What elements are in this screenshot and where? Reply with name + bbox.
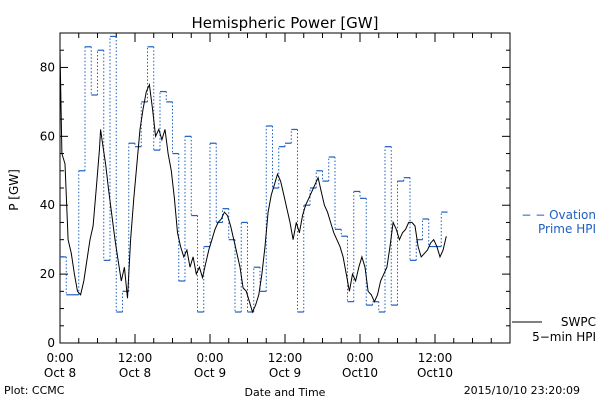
legend-swpc-line1: SWPC (561, 315, 596, 329)
legend-ovation-line1: − − Ovation (521, 208, 596, 222)
legend-ovation-line2: Prime HPI (538, 222, 596, 236)
y-tick-label: 0 (47, 336, 55, 350)
footer-plot-source: Plot: CCMC (4, 384, 65, 397)
x-tick-label-date: Oct10 (342, 366, 378, 380)
series-ovation-prime-hpi (60, 35, 448, 313)
x-tick-label-date: Oct 8 (44, 366, 76, 380)
y-axis: 0 20 40 60 80 (40, 32, 510, 350)
legend-swpc-line2: 5−min HPI (532, 330, 596, 344)
x-tick-label-date: Oct 9 (269, 366, 301, 380)
x-tick-label-time: 12:00 (268, 351, 303, 365)
series-swpc-5min-hpi (59, 50, 447, 314)
footer-timestamp: 2015/10/10 23:20:09 (463, 384, 580, 397)
x-tick-label-date: Oct 9 (194, 366, 226, 380)
x-tick-label-time: 0:00 (47, 351, 74, 365)
y-axis-label: P [GW] (7, 169, 21, 211)
x-axis-label: Date and Time (245, 386, 326, 399)
swpc-line (59, 50, 447, 314)
chart-title: Hemispheric Power [GW] (192, 14, 379, 32)
y-tick-label: 60 (40, 129, 55, 143)
x-tick-label-time: 0:00 (197, 351, 224, 365)
x-tick-label-time: 0:00 (347, 351, 374, 365)
x-tick-label-date: Oct10 (417, 366, 453, 380)
x-tick-label-time: 12:00 (118, 351, 153, 365)
x-tick-label-date: Oct 8 (119, 366, 151, 380)
y-tick-label: 80 (40, 60, 55, 74)
y-tick-label: 40 (40, 198, 55, 212)
y-tick-label: 20 (40, 267, 55, 281)
x-tick-label-time: 12:00 (418, 351, 453, 365)
